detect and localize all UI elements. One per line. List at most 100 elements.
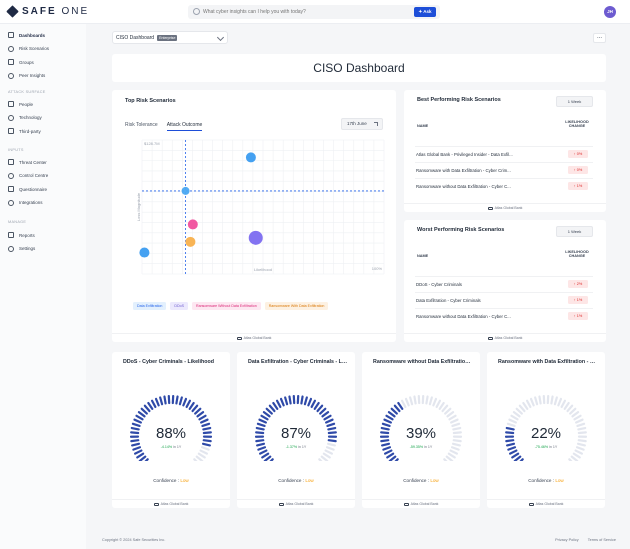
gauge-tick-empty (557, 397, 563, 407)
gauge-percent: 22% (530, 425, 562, 442)
table-row[interactable]: Atlas Global Bank - Privileged Insider -… (415, 146, 593, 161)
table-row[interactable]: DDoS - Cyber Criminals ↑ 2% (415, 276, 593, 291)
date-picker-button[interactable]: 17th June (341, 118, 383, 130)
gauge-tick-filled (258, 449, 268, 455)
gauge-tick-empty (575, 446, 585, 451)
gauge-tick-filled (275, 399, 282, 409)
sidebar-item-control-centre[interactable]: Control Centre (8, 172, 48, 179)
tab-risk-tolerance[interactable]: Risk Tolerance (125, 122, 158, 128)
gauge-tick-empty (322, 452, 331, 459)
gauge-title: DDoS - Cyber Criminals - Likelihood (123, 359, 214, 365)
sidebar-item-settings[interactable]: Settings (8, 245, 35, 252)
ask-button[interactable]: ✦ Ask (414, 7, 436, 17)
gauge-tick-filled (132, 446, 142, 451)
gauge-tick-empty (199, 449, 209, 455)
sidebar-item-questionnaire[interactable]: Questionnaire (8, 186, 47, 192)
gauge-percent: 87% (280, 425, 312, 442)
tab-attack-outcome[interactable]: Attack Outcome (166, 122, 203, 131)
sidebar-item-label: Dashboards (19, 32, 46, 38)
gauge-tick-filled (133, 449, 143, 455)
legend-chip[interactable]: Data Exfiltration (133, 302, 167, 310)
sidebar-item-label: Threat Center (19, 159, 47, 165)
gauge-tick-filled (507, 446, 517, 451)
gauge-tick-filled (257, 446, 267, 451)
gauge-delta: -1.37% in 1Y (285, 445, 307, 449)
gauge-tick-empty (512, 411, 521, 418)
gauge-confidence: Confidence : Low (528, 478, 564, 483)
gauge-tick-empty (522, 401, 529, 410)
privacy-link[interactable]: Privacy Policy (555, 538, 579, 542)
sidebar-item-label: Peer Insights (19, 73, 46, 78)
gauge-delta: -75.46% in 1Y (534, 445, 558, 449)
legend-chip[interactable]: Ransomware Without Data Exfiltration (191, 302, 261, 310)
gauge-tick-empty (573, 414, 582, 421)
gauge-tick-empty (553, 396, 558, 406)
more-options-button[interactable]: ... (593, 33, 606, 43)
sidebar-item-label: Reports (19, 232, 35, 238)
scatter-point[interactable] (185, 236, 196, 247)
gauge-arc (255, 395, 337, 461)
scatter-point[interactable] (139, 247, 150, 258)
gauge-footer: Atlas Global Bank (112, 499, 230, 508)
avatar[interactable]: JH (604, 6, 616, 18)
dashboard-selector[interactable]: CISO Dashboard Enterprise (112, 31, 228, 44)
scatter-point[interactable] (181, 186, 190, 195)
worst-period-button[interactable]: 1 Week (556, 226, 593, 237)
sidebar-item-third-party[interactable]: Third-party (8, 128, 41, 134)
gauge-tick-filled (163, 395, 167, 405)
gauge-tick-filled (505, 431, 515, 435)
legend-chip[interactable]: DDoS (170, 302, 188, 310)
terms-link[interactable]: Terms of Service (587, 538, 616, 542)
table-row[interactable]: Ransomware without Data Exfiltration - C… (415, 178, 593, 193)
gauge-tick-empty (441, 404, 449, 413)
gauge-tick-filled (319, 407, 327, 415)
gauge-tick-filled (130, 439, 140, 443)
scatter-point[interactable] (187, 219, 198, 230)
table-row[interactable]: Data Exfiltration - Cyber Criminals ↑ 1% (415, 292, 593, 307)
gauge-tick-filled (255, 439, 265, 443)
gauge-tick-empty (510, 414, 519, 421)
search-input[interactable] (203, 5, 398, 19)
scatter-point[interactable] (248, 230, 263, 245)
sidebar-item-threat-center[interactable]: Threat Center (8, 159, 47, 165)
gauge-title: Ransomware without Data Exfiltration - L… (373, 359, 473, 365)
sidebar-item-peer-insights[interactable]: Peer Insights (8, 72, 46, 79)
gauge-tick-filled (201, 442, 211, 447)
sidebar-item-integrations[interactable]: Integrations (8, 199, 43, 206)
gauge-arc (380, 395, 462, 461)
gauge-tick-filled (201, 422, 211, 428)
gauge-tick-empty (508, 418, 517, 424)
scatter-point[interactable] (245, 152, 256, 163)
sidebar-item-label: Risk Scenarios (19, 46, 50, 51)
sidebar-item-reports[interactable]: Reports (8, 232, 35, 238)
legend-chip[interactable]: Ransomware With Data Exfiltration (264, 302, 329, 310)
gauge-tick-empty (432, 397, 438, 407)
gauge-tick-filled (150, 399, 157, 409)
bank-icon (153, 502, 159, 506)
logo-mark-icon (6, 5, 19, 18)
gauge-tick-empty (450, 446, 460, 451)
sidebar-item-technology[interactable]: Technology (8, 114, 42, 121)
gauge-tick-empty (577, 426, 587, 431)
sidebar-item-dashboards[interactable]: Dashboards (8, 32, 45, 38)
sidebar-item-people[interactable]: People (8, 101, 33, 107)
search-bar: ✦ Ask (188, 5, 440, 19)
sidebar-item-groups[interactable]: Groups (8, 59, 34, 65)
gauge-confidence: Confidence : Low (153, 478, 189, 483)
gauge-tick-filled (258, 418, 267, 424)
best-period-button[interactable]: 1 Week (556, 96, 593, 107)
gauge-tick-filled (513, 455, 522, 461)
table-row[interactable]: Ransomware with Data Exfiltration - Cybe… (415, 162, 593, 177)
table-row[interactable]: Ransomware without Data Exfiltration - C… (415, 308, 593, 323)
gauge-tick-filled (325, 418, 334, 424)
gauge-tick-filled (327, 426, 337, 431)
gauge-tick-empty (449, 449, 459, 455)
gauge-tick-empty (572, 452, 581, 459)
gauge-tick-filled (147, 401, 154, 410)
chart-legend: Data Exfiltration DDoS Ransomware Without … (133, 302, 329, 310)
sidebar-item-risk-scenarios[interactable]: Risk Scenarios (8, 45, 50, 52)
logo[interactable]: SAFE ONE (6, 5, 89, 18)
gauge-tick-filled (136, 452, 145, 459)
gauge-tick-filled (511, 452, 520, 459)
gauge-tick-filled (182, 397, 188, 407)
